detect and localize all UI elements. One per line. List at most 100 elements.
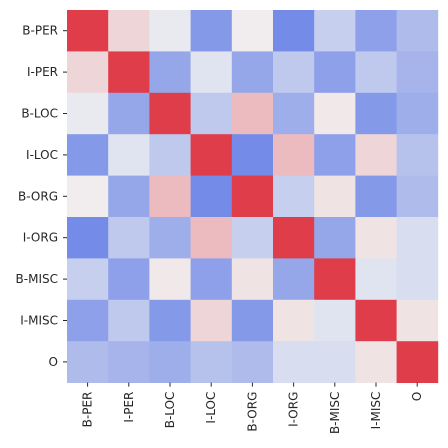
heatmap-cell-i-misc-b-misc bbox=[314, 299, 356, 342]
heatmap-cell-i-org-b-loc bbox=[149, 217, 191, 259]
row-label-b-per: B-PER bbox=[22, 24, 58, 38]
heatmap-cell-i-misc-i-misc bbox=[355, 299, 397, 342]
heatmap-cell-b-org-i-per bbox=[108, 175, 150, 218]
heatmap-cell-o-i-misc bbox=[355, 341, 397, 383]
heatmap-cell-i-per-o bbox=[396, 51, 439, 94]
heatmap-cell-b-misc-i-per bbox=[108, 258, 150, 301]
heatmap-cell-b-org-i-org bbox=[273, 175, 315, 218]
heatmap-cell-i-org-i-loc bbox=[190, 217, 233, 259]
heatmap-cell-i-per-i-misc bbox=[355, 51, 397, 94]
heatmap-cell-b-misc-i-misc bbox=[355, 258, 397, 301]
heatmap-cell-i-per-i-per bbox=[108, 51, 150, 94]
heatmap-cell-i-misc-b-org bbox=[231, 299, 274, 342]
heatmap-cell-o-i-loc bbox=[190, 341, 233, 383]
heatmap-cell-i-misc-b-loc bbox=[149, 299, 191, 342]
heatmap-cell-i-org-i-org bbox=[273, 217, 315, 259]
col-label-b-loc: B-LOC bbox=[163, 392, 177, 429]
heatmap-cell-i-per-b-misc bbox=[314, 51, 356, 94]
heatmap-cell-b-misc-i-org bbox=[273, 258, 315, 301]
row-label-o: O bbox=[49, 355, 58, 369]
heatmap-cell-b-loc-b-per bbox=[67, 92, 109, 135]
heatmap-cell-b-org-i-misc bbox=[355, 175, 397, 218]
heatmap-cell-b-misc-b-misc bbox=[314, 258, 356, 301]
row-label-i-misc: I-MISC bbox=[20, 314, 58, 328]
heatmap-cell-b-misc-i-loc bbox=[190, 258, 233, 301]
heatmap-cell-b-per-i-per bbox=[108, 10, 150, 52]
col-label-b-per: B-PER bbox=[81, 392, 95, 428]
heatmap-cell-b-org-b-org bbox=[231, 175, 274, 218]
col-label-i-per: I-PER bbox=[122, 392, 136, 423]
heatmap-cell-b-loc-b-org bbox=[231, 92, 274, 135]
cells-layer bbox=[67, 10, 439, 383]
heatmap-cell-b-org-b-misc bbox=[314, 175, 356, 218]
heatmap-cell-o-b-misc bbox=[314, 341, 356, 383]
heatmap-cell-i-per-b-per bbox=[67, 51, 109, 94]
heatmap-cell-b-per-o bbox=[396, 10, 439, 52]
heatmap-cell-b-loc-i-misc bbox=[355, 92, 397, 135]
heatmap-cell-i-loc-i-loc bbox=[190, 134, 233, 176]
heatmap-cell-b-loc-i-per bbox=[108, 92, 150, 135]
heatmap-cell-b-misc-b-per bbox=[67, 258, 109, 301]
heatmap-cell-b-loc-b-misc bbox=[314, 92, 356, 135]
heatmap-cell-i-loc-b-loc bbox=[149, 134, 191, 176]
row-label-b-loc: B-LOC bbox=[21, 107, 58, 121]
heatmap-cell-i-org-b-org bbox=[231, 217, 274, 259]
heatmap-cell-b-misc-o bbox=[396, 258, 439, 301]
heatmap-cell-o-i-org bbox=[273, 341, 315, 383]
row-labels-layer: B-PER I-PER B-LOC I-LOC B-ORG I-ORG B-MISC I-MI… bbox=[16, 24, 67, 369]
col-label-i-misc: I-MISC bbox=[369, 392, 383, 430]
heatmap-cell-b-per-i-loc bbox=[190, 10, 233, 52]
row-label-i-per: I-PER bbox=[27, 65, 58, 79]
heatmap-cell-i-per-b-loc bbox=[149, 51, 191, 94]
heatmap-cell-b-per-i-misc bbox=[355, 10, 397, 52]
heatmap-cell-b-misc-b-org bbox=[231, 258, 274, 301]
heatmap-cell-o-b-org bbox=[231, 341, 274, 383]
col-label-b-org: B-ORG bbox=[245, 392, 259, 432]
heatmap-cell-i-per-i-org bbox=[273, 51, 315, 94]
heatmap-cell-i-misc-b-per bbox=[67, 299, 109, 342]
heatmap-cell-b-loc-i-loc bbox=[190, 92, 233, 135]
heatmap-cell-i-misc-i-loc bbox=[190, 299, 233, 342]
col-labels-layer: B-PER I-PER B-LOC I-LOC B-ORG I-ORG B-MISC I-MI… bbox=[81, 382, 424, 434]
heatmap-cell-i-misc-o bbox=[396, 299, 439, 342]
heatmap-cell-o-o bbox=[396, 341, 439, 383]
heatmap-cell-i-misc-i-per bbox=[108, 299, 150, 342]
col-label-i-org: I-ORG bbox=[287, 392, 301, 427]
heatmap-cell-i-loc-i-per bbox=[108, 134, 150, 176]
heatmap-cell-b-per-b-org bbox=[231, 10, 274, 52]
heatmap-cell-i-org-i-per bbox=[108, 217, 150, 259]
heatmap-cell-i-loc-b-org bbox=[231, 134, 274, 176]
row-label-b-org: B-ORG bbox=[18, 189, 58, 203]
heatmap-cell-b-per-b-misc bbox=[314, 10, 356, 52]
row-label-b-misc: B-MISC bbox=[16, 272, 58, 286]
heatmap-cell-i-loc-i-misc bbox=[355, 134, 397, 176]
heatmap-cell-i-loc-o bbox=[396, 134, 439, 176]
heatmap-cell-b-per-b-loc bbox=[149, 10, 191, 52]
heatmap-cell-i-per-b-org bbox=[231, 51, 274, 94]
col-label-i-loc: I-LOC bbox=[204, 392, 218, 424]
heatmap-cell-i-loc-i-org bbox=[273, 134, 315, 176]
row-label-i-loc: I-LOC bbox=[26, 148, 58, 162]
heatmap-cell-i-loc-b-misc bbox=[314, 134, 356, 176]
heatmap-cell-b-org-b-loc bbox=[149, 175, 191, 218]
row-label-i-org: I-ORG bbox=[23, 231, 58, 245]
heatmap-cell-o-i-per bbox=[108, 341, 150, 383]
heatmap-cell-i-per-i-loc bbox=[190, 51, 233, 94]
heatmap-cell-i-misc-i-org bbox=[273, 299, 315, 342]
heatmap-cell-i-loc-b-per bbox=[67, 134, 109, 176]
heatmap-cell-b-loc-i-org bbox=[273, 92, 315, 135]
heatmap-cell-b-loc-b-loc bbox=[149, 92, 191, 135]
heatmap-cell-b-per-i-org bbox=[273, 10, 315, 52]
heatmap-cell-i-org-b-misc bbox=[314, 217, 356, 259]
col-label-o: O bbox=[410, 392, 424, 401]
heatmap-cell-o-b-per bbox=[67, 341, 109, 383]
heatmap-cell-b-org-o bbox=[396, 175, 439, 218]
heatmap-cell-i-org-i-misc bbox=[355, 217, 397, 259]
heatmap-cell-i-org-o bbox=[396, 217, 439, 259]
col-label-b-misc: B-MISC bbox=[328, 392, 342, 434]
heatmap-cell-b-org-i-loc bbox=[190, 175, 233, 218]
heatmap-cell-b-per-b-per bbox=[67, 10, 109, 52]
heatmap-cell-i-org-b-per bbox=[67, 217, 109, 259]
